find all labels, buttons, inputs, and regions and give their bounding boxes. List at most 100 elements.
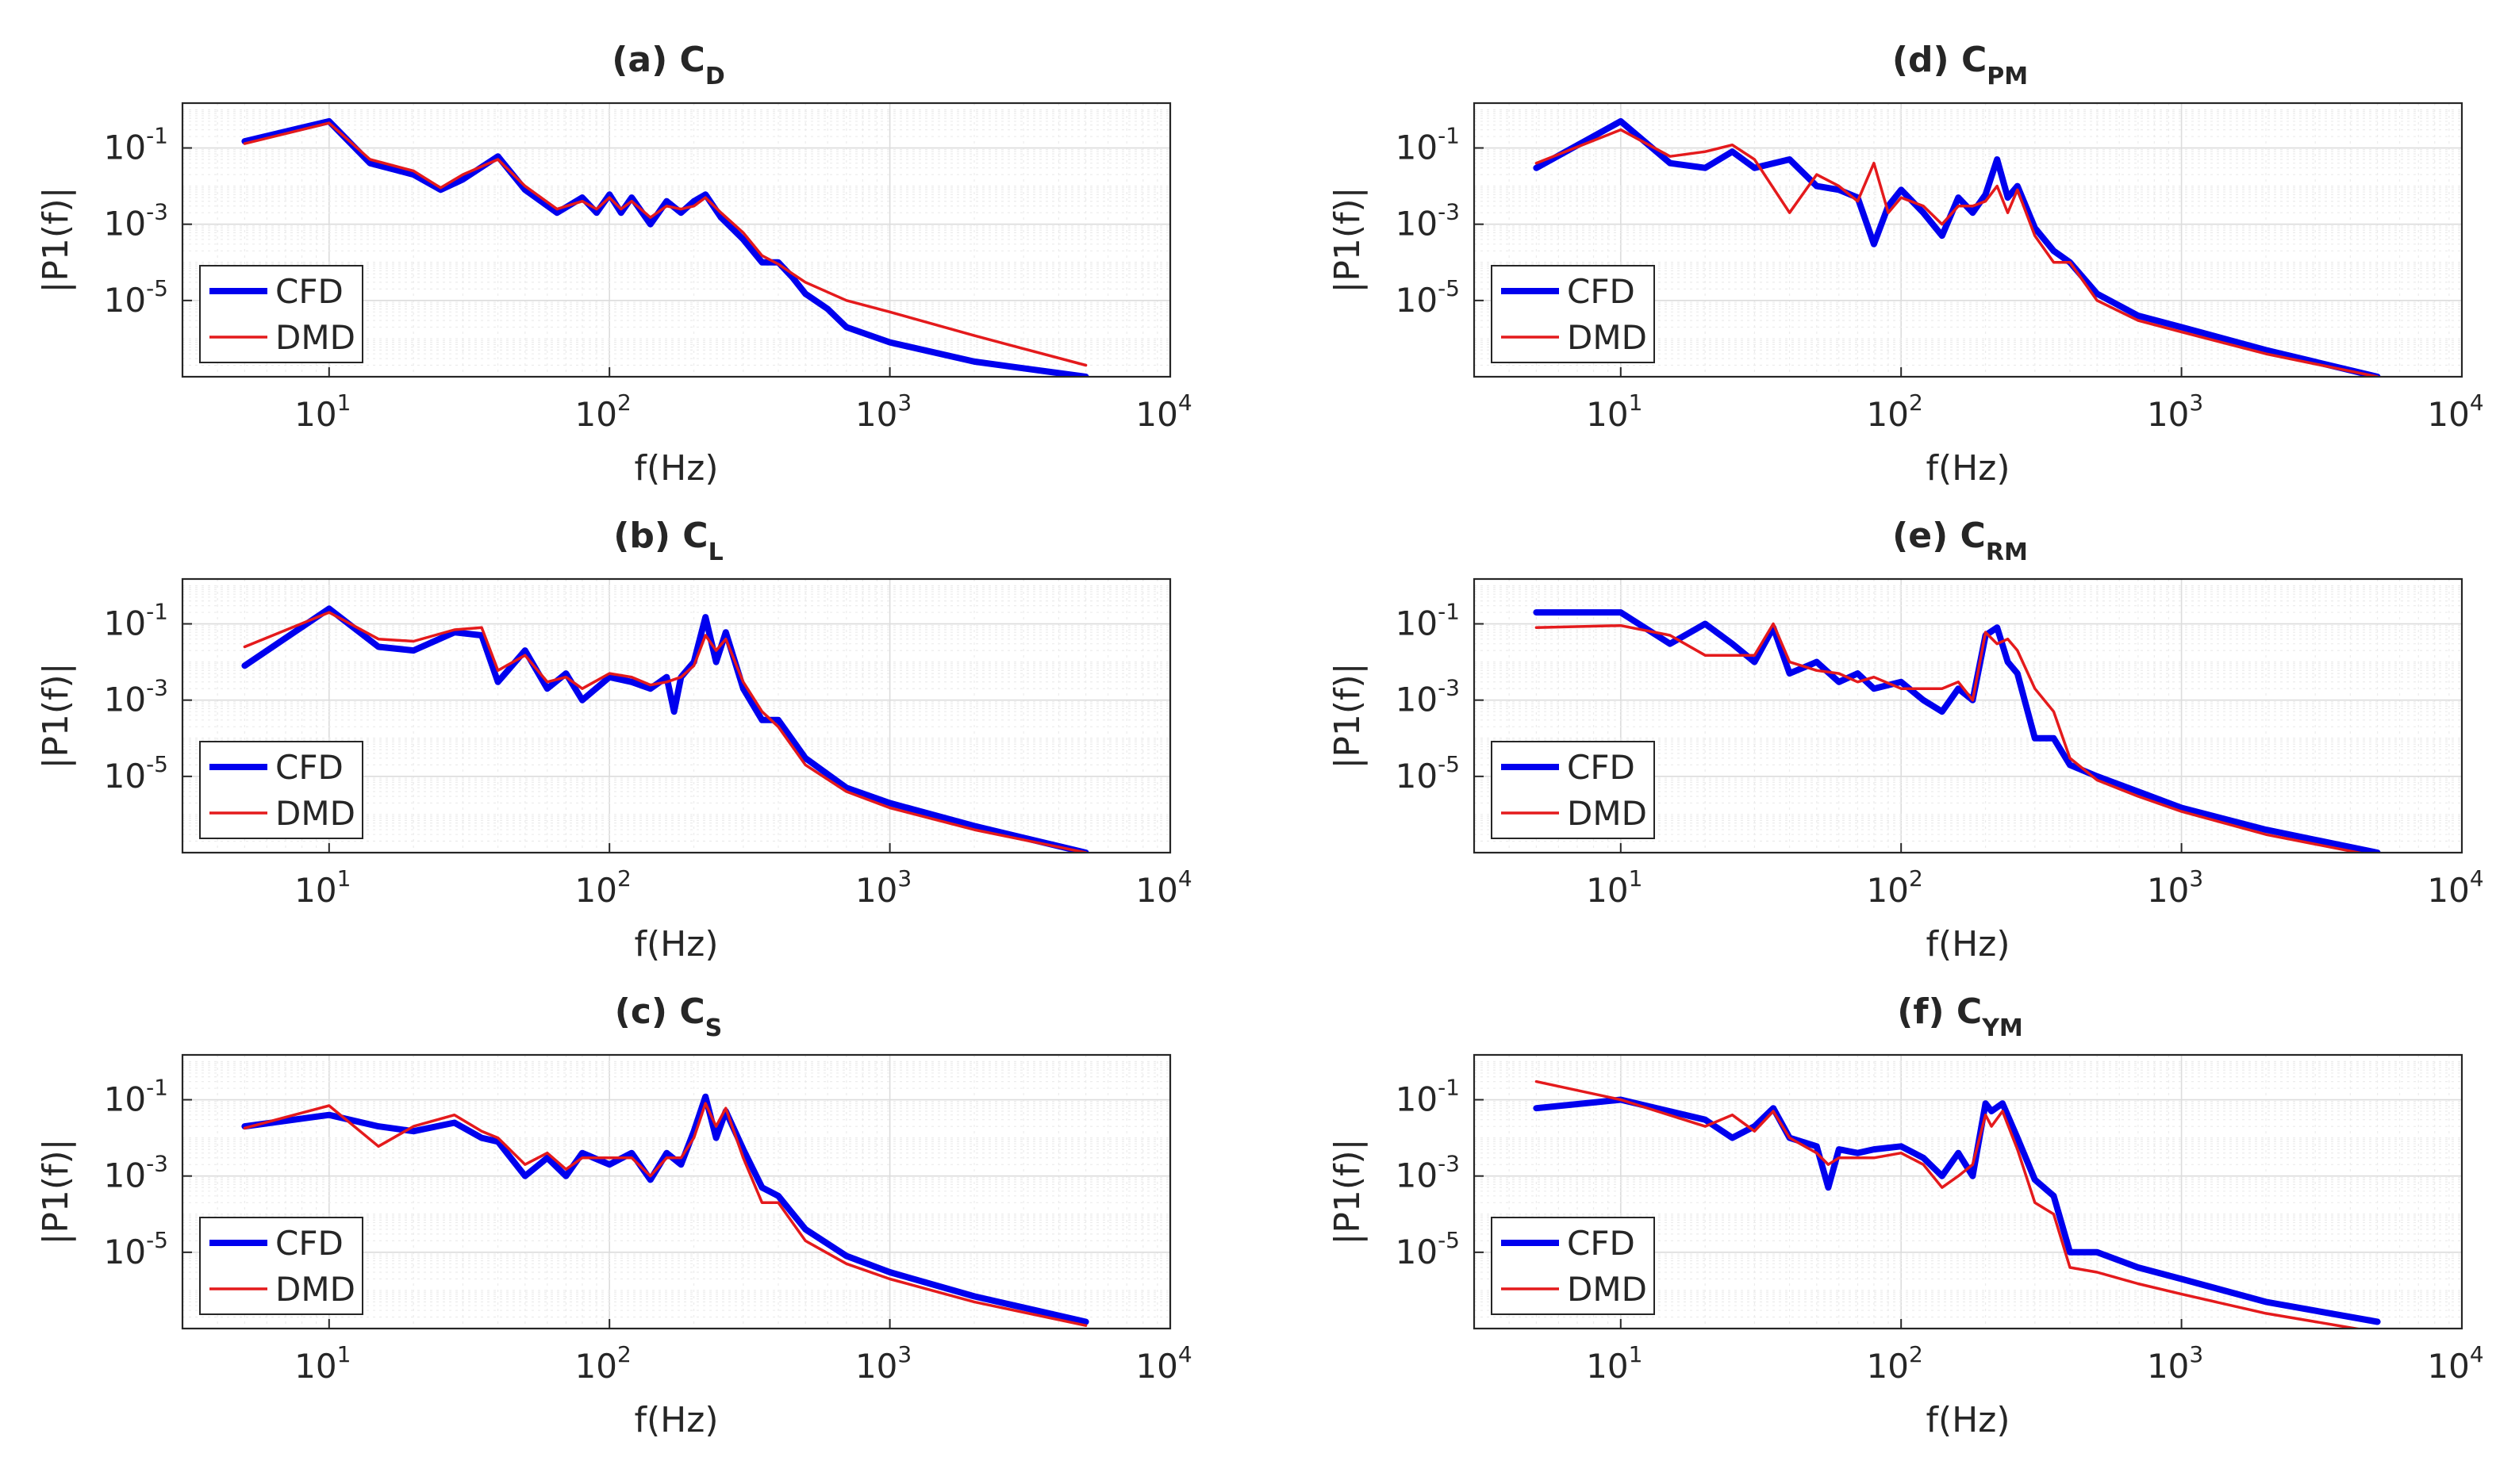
series-line-cfd <box>241 605 1089 853</box>
panel-a: 101 102 103 10410-110-310-5f(Hz)|P1(f)|(a) … <box>36 40 1192 489</box>
x-tick-label: 104 <box>2427 389 2483 434</box>
x-tick-label: 102 <box>575 1341 632 1386</box>
chart-title: (c) CS <box>615 991 723 1042</box>
panel-b: 101 102 103 10410-110-310-5f(Hz)|P1(f)|(b) … <box>36 516 1192 964</box>
legend-box <box>199 741 363 839</box>
x-tick-base: 10 <box>1135 395 1177 434</box>
legend-box <box>1491 265 1655 363</box>
legend: CFD DMD <box>199 265 363 363</box>
x-tick-label: 103 <box>2147 389 2203 434</box>
y-tick-label: 10-1 <box>1396 599 1460 643</box>
x-tick-label: 102 <box>1867 865 1923 910</box>
y-tick-exp: -1 <box>146 1075 168 1101</box>
axes-box <box>1473 1053 2463 1330</box>
x-axis-label: f(Hz) <box>1926 924 2010 964</box>
x-tick-exp: 2 <box>1909 1341 1923 1367</box>
y-tick-base: 10 <box>1396 281 1438 320</box>
y-tick-label: 10-5 <box>1396 1227 1460 1271</box>
x-tick-label: 101 <box>294 389 351 434</box>
x-tick-base: 10 <box>2147 871 2189 910</box>
legend-box <box>199 1217 363 1315</box>
chart-title: (e) CRM <box>1892 516 2028 566</box>
y-tick-exp: -1 <box>1438 123 1460 149</box>
x-tick-base: 10 <box>294 395 336 434</box>
x-tick-exp: 2 <box>1909 865 1923 892</box>
series-line-dmd <box>243 121 1088 367</box>
x-tick-label: 104 <box>2427 865 2483 910</box>
chart-title-main: (e) C <box>1892 516 1986 556</box>
y-tick-base: 10 <box>1396 1233 1438 1271</box>
chart-title-main: (a) C <box>612 40 705 80</box>
x-tick-base: 10 <box>855 395 897 434</box>
chart-title-main: (b) C <box>613 516 708 556</box>
series-line-dmd <box>1534 1079 2364 1329</box>
x-tick-base: 10 <box>294 871 336 910</box>
y-tick-base: 10 <box>104 1156 146 1195</box>
y-axis-label: |P1(f)| <box>36 663 76 769</box>
legend-label-cfd: CFD <box>275 748 344 787</box>
chart-title-subscript: S <box>705 1014 723 1042</box>
y-tick-exp: -3 <box>1438 199 1460 225</box>
series-line-dmd <box>243 611 1088 853</box>
y-tick-label: 10-1 <box>1396 1075 1460 1119</box>
y-tick-label: 10-5 <box>104 275 168 320</box>
x-axis-label: f(Hz) <box>634 924 718 964</box>
y-tick-base: 10 <box>1396 1080 1438 1119</box>
axes-box <box>1473 577 2463 854</box>
legend-label-cfd: CFD <box>275 272 344 311</box>
panel-d: 101 102 103 10410-110-310-5f(Hz)|P1(f)|(d) … <box>1327 40 2484 489</box>
x-tick-base: 10 <box>2427 871 2469 910</box>
x-tick-base: 10 <box>1867 1347 1909 1386</box>
x-tick-base: 10 <box>1135 1347 1177 1386</box>
x-tick-exp: 2 <box>617 1341 632 1367</box>
y-tick-exp: -3 <box>146 675 168 701</box>
panel-f: 101 102 103 10410-110-310-5f(Hz)|P1(f)|(f) … <box>1327 991 2484 1440</box>
x-tick-exp: 4 <box>1178 865 1192 892</box>
legend-box <box>1491 741 1655 839</box>
x-tick-label: 101 <box>1586 1341 1642 1386</box>
y-tick-exp: -3 <box>1438 675 1460 701</box>
x-tick-base: 10 <box>1135 871 1177 910</box>
chart-title-subscript: YM <box>1981 1014 2023 1042</box>
legend-label-cfd: CFD <box>275 1224 344 1263</box>
legend-box <box>1491 1217 1655 1315</box>
y-tick-label: 10-5 <box>104 1227 168 1271</box>
y-tick-label: 10-5 <box>1396 751 1460 796</box>
x-tick-label: 104 <box>1135 865 1192 910</box>
chart-title-subscript: PM <box>1987 63 2028 90</box>
x-tick-label: 104 <box>1135 1341 1192 1386</box>
y-tick-exp: -1 <box>1438 599 1460 625</box>
y-tick-base: 10 <box>1396 681 1438 719</box>
x-tick-exp: 3 <box>897 865 912 892</box>
y-tick-base: 10 <box>104 205 146 243</box>
legend: CFD DMD <box>1491 1217 1655 1315</box>
x-tick-exp: 2 <box>1909 389 1923 416</box>
y-tick-label: 10-3 <box>1396 675 1460 719</box>
x-axis-label: f(Hz) <box>634 448 718 489</box>
x-tick-exp: 3 <box>897 389 912 416</box>
x-tick-label: 103 <box>855 1341 912 1386</box>
x-tick-exp: 3 <box>2189 389 2203 416</box>
legend-label-dmd: DMD <box>275 794 355 833</box>
x-tick-base: 10 <box>575 395 617 434</box>
x-tick-exp: 4 <box>2470 389 2484 416</box>
y-tick-base: 10 <box>1396 604 1438 643</box>
chart-title-subscript: L <box>708 539 724 566</box>
legend-label-dmd: DMD <box>275 1270 355 1309</box>
x-tick-exp: 4 <box>2470 865 2484 892</box>
axes-box <box>181 102 1172 378</box>
y-tick-exp: -1 <box>146 123 168 149</box>
x-tick-base: 10 <box>2427 395 2469 434</box>
x-tick-exp: 1 <box>1629 865 1643 892</box>
x-tick-label: 102 <box>575 389 632 434</box>
x-tick-base: 10 <box>1867 395 1909 434</box>
x-tick-exp: 3 <box>897 1341 912 1367</box>
x-tick-exp: 1 <box>337 1341 351 1367</box>
x-tick-label: 102 <box>575 865 632 910</box>
x-tick-label: 101 <box>1586 389 1642 434</box>
x-tick-base: 10 <box>2427 1347 2469 1386</box>
y-tick-label: 10-3 <box>104 1151 168 1195</box>
x-tick-base: 10 <box>855 1347 897 1386</box>
chart-title: (d) CPM <box>1892 40 2028 90</box>
